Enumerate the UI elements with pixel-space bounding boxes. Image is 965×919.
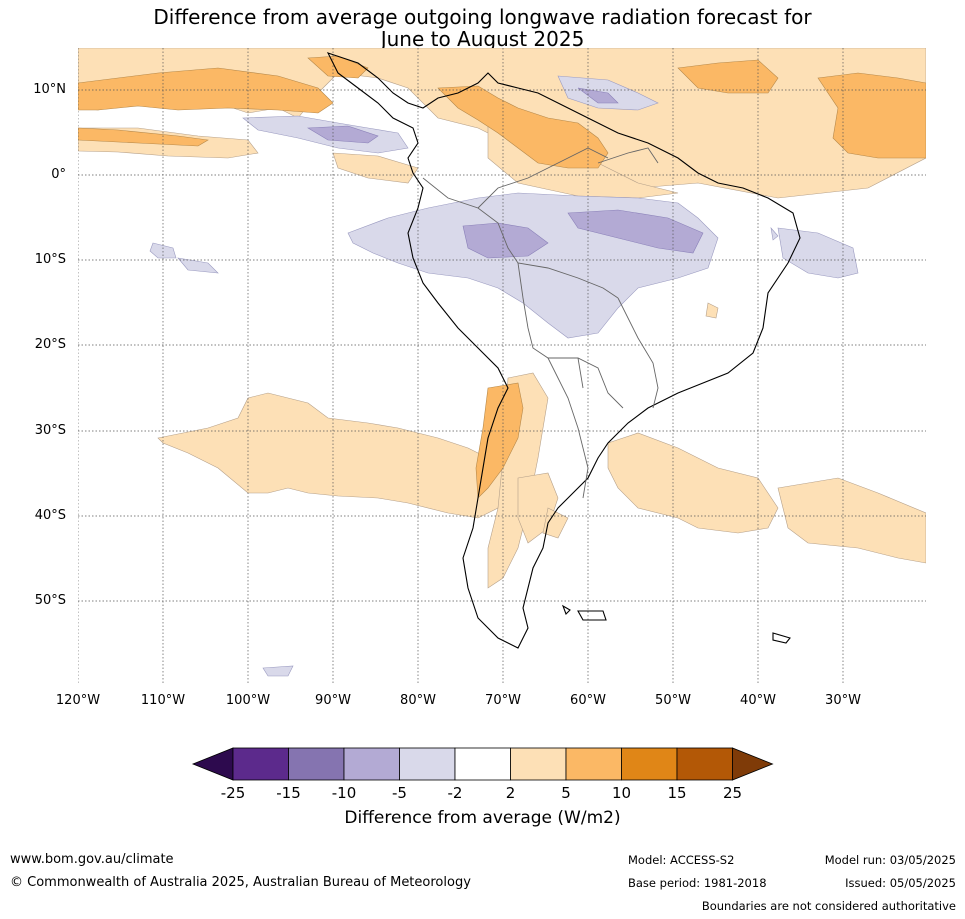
boundaries-disclaimer: Boundaries are not considered authoritat… <box>701 899 956 913</box>
colorbar-segment <box>399 747 456 781</box>
website-link[interactable]: www.bom.gov.au/climate <box>10 852 174 867</box>
colorbar-tick-label: 15 <box>667 784 687 802</box>
lat-label-30s: 30°S <box>34 423 66 438</box>
negative-anomaly-medium <box>306 87 704 259</box>
lat-label-50s: 50°S <box>34 593 66 608</box>
lon-label-120w: 120°W <box>55 693 101 708</box>
colorbar <box>191 747 774 781</box>
colorbar-segment <box>676 747 733 781</box>
colorbar-segment <box>565 747 622 781</box>
lon-label-90w: 90°W <box>315 693 351 708</box>
lat-label-40s: 40°S <box>34 508 66 523</box>
colorbar-tick-label: -5 <box>392 784 407 802</box>
lon-label-100w: 100°W <box>225 693 271 708</box>
colorbar-segment <box>343 747 400 781</box>
colorbar-segment <box>288 747 345 781</box>
colorbar-segment <box>510 747 567 781</box>
model-run-date: Model run: 03/05/2025 <box>824 853 956 867</box>
copyright-text: © Commonwealth of Australia 2025, Austra… <box>10 875 471 890</box>
colorbar-tick-label: -25 <box>220 784 246 802</box>
colorbar-segment <box>454 747 511 781</box>
colorbar-segment <box>232 747 289 781</box>
lon-label-30w: 30°W <box>825 693 861 708</box>
map-title-line-1: Difference from average outgoing longwav… <box>153 5 812 29</box>
issued-date: Issued: 05/05/2025 <box>845 876 956 890</box>
model-name: Model: ACCESS-S2 <box>628 853 735 867</box>
colorbar-title: Difference from average (W/m2) <box>344 808 621 828</box>
colorbar-tick-label: 25 <box>722 784 743 802</box>
country-borders <box>422 147 659 499</box>
map-title-line-2: June to August 2025 <box>380 27 585 51</box>
colorbar-tick-label: -10 <box>331 784 357 802</box>
lon-label-70w: 70°W <box>485 693 521 708</box>
colorbar-tick-label: -15 <box>276 784 301 802</box>
lon-label-50w: 50°W <box>655 693 691 708</box>
lat-label-10s: 10°S <box>34 252 66 267</box>
lon-label-110w: 110°W <box>140 693 186 708</box>
graticule <box>78 48 926 685</box>
lon-label-40w: 40°W <box>740 693 776 708</box>
lon-label-60w: 60°W <box>570 693 606 708</box>
coastline <box>326 52 801 649</box>
lat-label-10n: 10°N <box>33 82 66 97</box>
colorbar-tick-label: 5 <box>561 784 571 802</box>
base-period: Base period: 1981-2018 <box>628 876 767 890</box>
colorbar-arrow-low <box>191 747 234 781</box>
colorbar-tick-label: 10 <box>611 784 632 802</box>
lon-label-80w: 80°W <box>400 693 436 708</box>
positive-anomaly-medium <box>78 55 926 499</box>
lat-label-20s: 20°S <box>34 337 66 352</box>
colorbar-arrow-high <box>732 747 774 781</box>
lat-label-0: 0° <box>51 167 66 182</box>
map-panel <box>78 48 926 685</box>
anomaly-map <box>78 48 926 685</box>
colorbar-segment <box>621 747 678 781</box>
colorbar-tick-label: -2 <box>447 784 463 802</box>
colorbar-tick-label: 2 <box>505 784 516 802</box>
